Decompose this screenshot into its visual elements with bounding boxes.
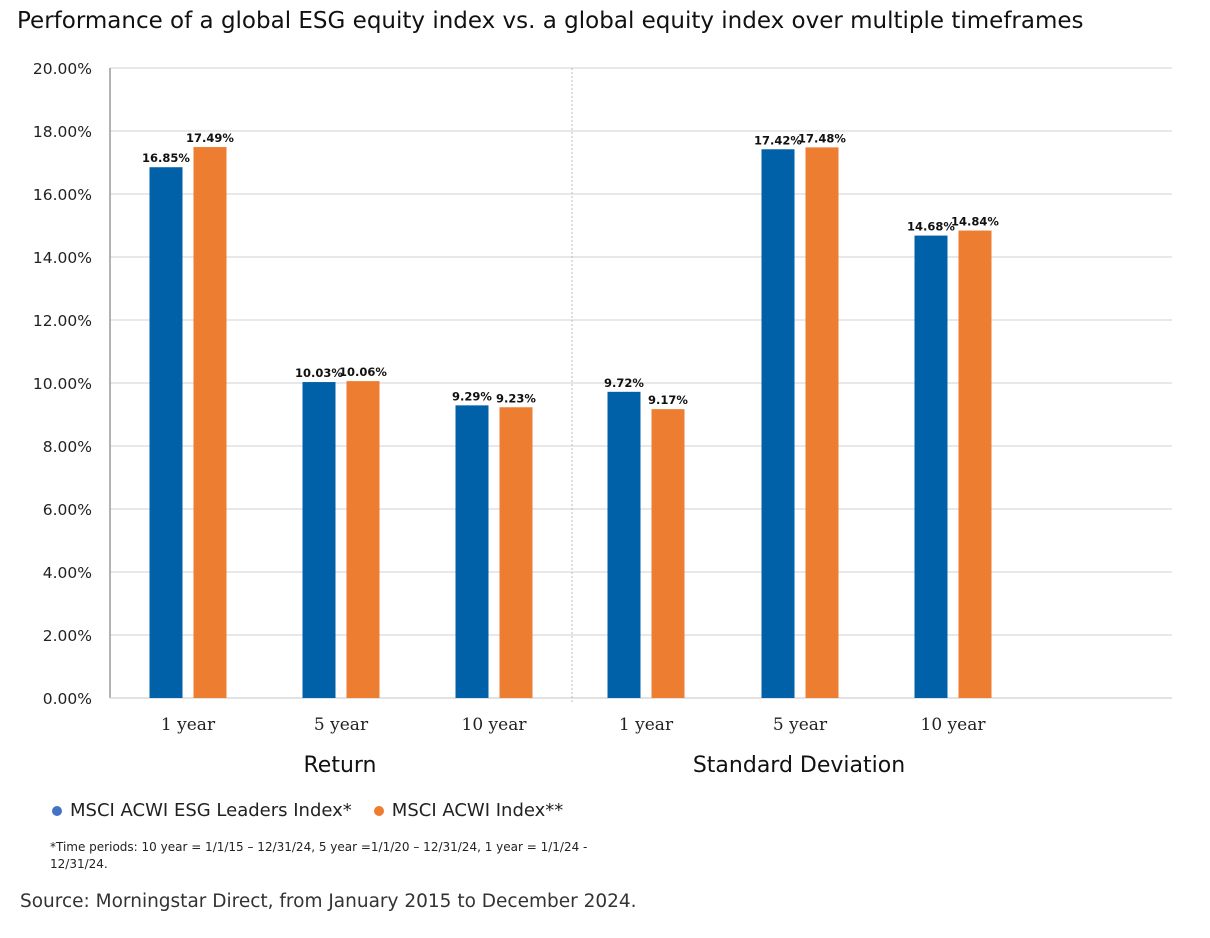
y-tick-label: 0.00% — [43, 690, 92, 708]
x-tick-label: 10 year — [462, 715, 528, 735]
bar — [346, 381, 380, 698]
bar — [499, 407, 533, 698]
y-tick-label: 6.00% — [43, 501, 92, 519]
data-label: 10.03% — [295, 366, 343, 380]
y-tick-label: 8.00% — [43, 438, 92, 456]
data-label: 16.85% — [142, 151, 190, 165]
group-label: Standard Deviation — [693, 753, 905, 778]
data-label: 9.29% — [452, 389, 492, 403]
bar — [805, 147, 839, 698]
bar — [149, 167, 183, 699]
legend-item-esg: MSCI ACWI ESG Leaders Index* — [52, 800, 352, 821]
y-tick-label: 16.00% — [33, 186, 92, 204]
legend-label-acwi: MSCI ACWI Index** — [391, 800, 564, 821]
x-tick-label: 10 year — [921, 715, 987, 735]
chart-title: Performance of a global ESG equity index… — [17, 8, 1084, 34]
source-note: Source: Morningstar Direct, from January… — [20, 891, 637, 912]
data-label: 9.23% — [496, 391, 536, 405]
bar — [914, 235, 948, 698]
data-label: 9.17% — [648, 393, 688, 407]
y-tick-label: 20.00% — [33, 60, 92, 78]
bar — [302, 382, 336, 698]
data-label: 10.06% — [339, 365, 387, 379]
legend-dot-acwi-icon — [373, 805, 384, 816]
bar — [761, 149, 795, 698]
footnote: *Time periods: 10 year = 1/1/15 – 12/31/… — [50, 840, 588, 871]
bar — [651, 409, 685, 698]
y-tick-label: 18.00% — [33, 123, 92, 141]
y-tick-label: 2.00% — [43, 627, 92, 645]
bar-chart: 0.00% 2.00% 4.00% 6.00% 8.00% 10.00% 12.00% 14.… — [33, 60, 1172, 778]
data-label: 9.72% — [604, 376, 644, 390]
group-label: Return — [303, 753, 376, 778]
data-label: 14.84% — [951, 215, 999, 229]
x-tick-label: 1 year — [619, 715, 674, 735]
data-label: 14.68% — [907, 220, 955, 234]
data-label: 17.48% — [798, 131, 846, 145]
bar — [193, 147, 227, 698]
bar — [958, 230, 992, 699]
y-tick-label: 4.00% — [43, 564, 92, 582]
data-label: 17.42% — [754, 133, 802, 147]
bar — [455, 405, 489, 698]
legend-label-esg: MSCI ACWI ESG Leaders Index* — [70, 800, 352, 821]
data-label: 17.49% — [186, 131, 234, 145]
y-tick-label: 12.00% — [33, 312, 92, 330]
y-tick-label: 14.00% — [33, 249, 92, 267]
legend-item-acwi: MSCI ACWI Index** — [373, 800, 564, 821]
x-tick-label: 1 year — [161, 715, 216, 735]
x-tick-label: 5 year — [773, 715, 828, 735]
x-tick-label: 5 year — [314, 715, 369, 735]
legend-dot-esg-icon — [52, 805, 62, 816]
y-tick-label: 10.00% — [33, 375, 92, 393]
bar — [607, 391, 641, 698]
chart-legend: MSCI ACWI ESG Leaders Index* MSCI ACWI I… — [52, 800, 585, 821]
